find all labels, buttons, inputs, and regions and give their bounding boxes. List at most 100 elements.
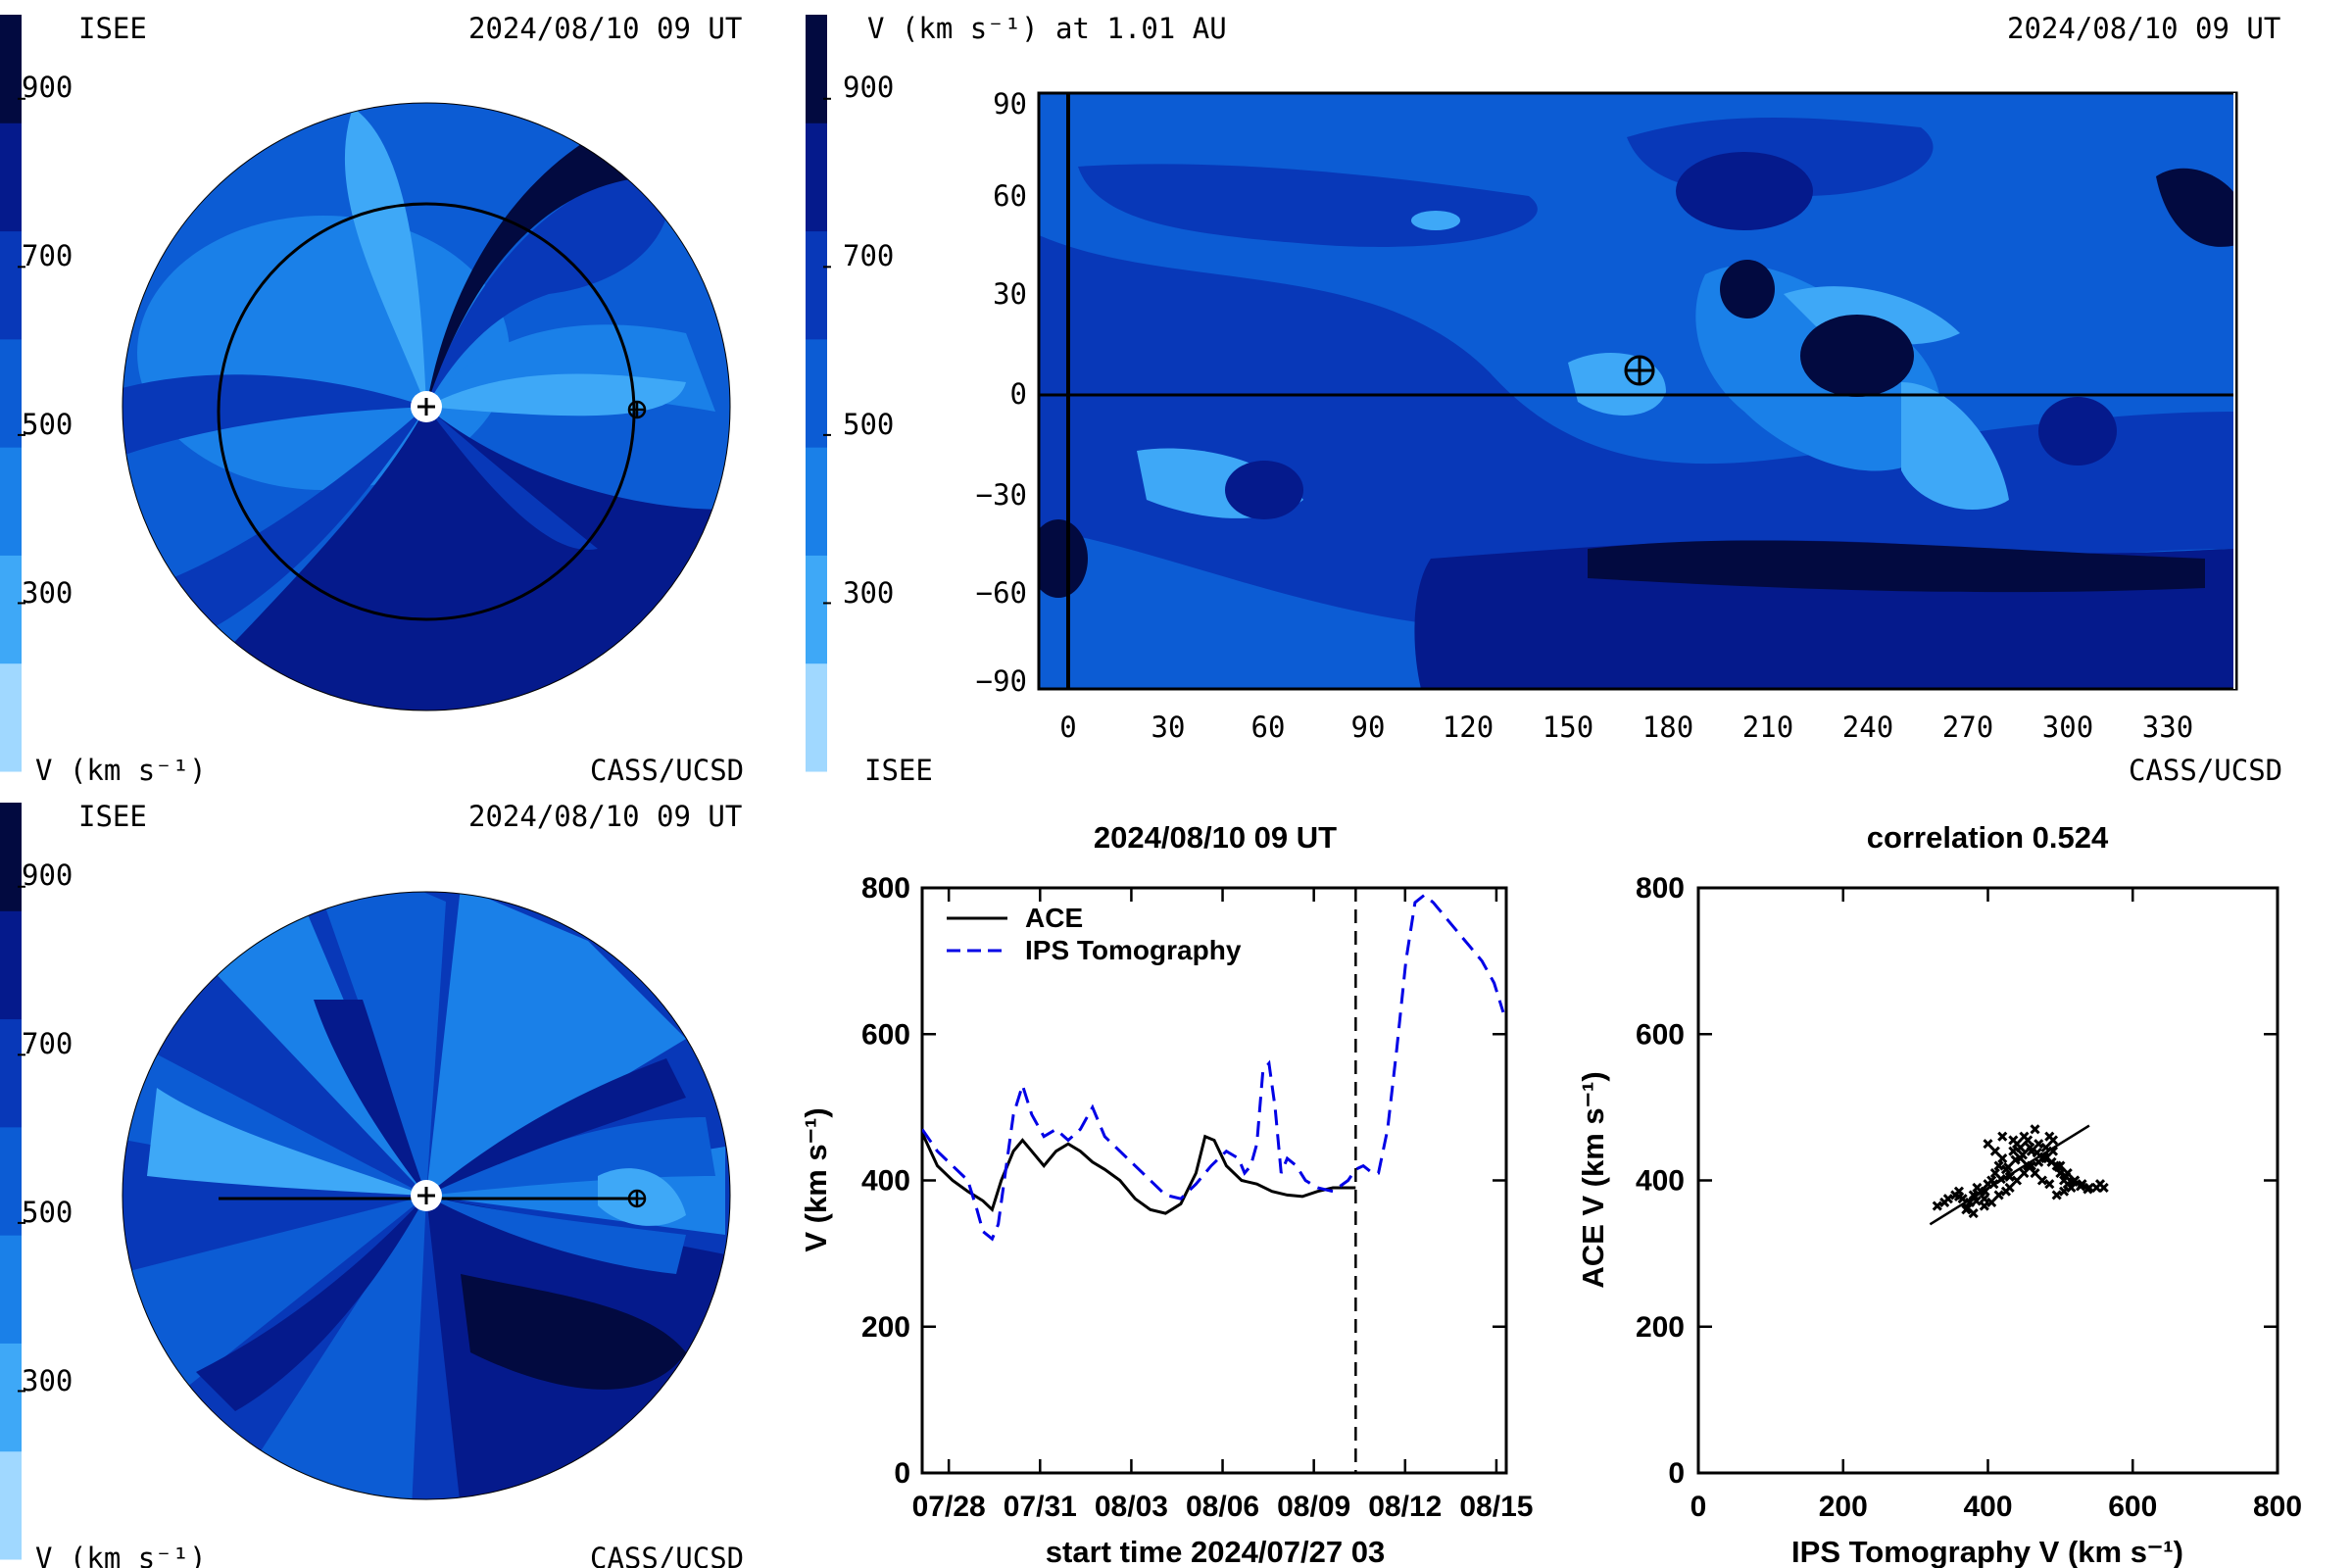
ips-tomography-series-line	[922, 893, 1505, 1242]
colorbar-segment	[0, 1450, 22, 1560]
scatter-point	[2015, 1142, 2026, 1152]
scatter-point	[1953, 1191, 1965, 1201]
colorbar-ecliptic	[0, 15, 25, 772]
colorbar-meridional	[0, 803, 25, 1560]
scatter-point	[2051, 1190, 2062, 1200]
scatter-plot-area	[1696, 886, 2279, 1475]
scatter-point	[2082, 1184, 2093, 1195]
scatter-point	[2025, 1142, 2035, 1152]
colorbar-tick-500: 500	[843, 408, 894, 441]
colorbar-segment	[0, 803, 22, 911]
y-tick-label: 600	[1636, 1018, 1685, 1051]
colorbar-unit-label: V (km s⁻¹)	[35, 754, 207, 787]
colorbar-segment	[0, 662, 22, 772]
credit-label: CASS/UCSD	[590, 754, 744, 787]
scatter-point	[1997, 1153, 2008, 1164]
scatter-point	[1986, 1197, 1997, 1207]
map-xtick-300: 300	[2042, 710, 2093, 744]
colorbar-ecliptic-ticks: 900 700 500 300	[22, 71, 73, 610]
colorbar-unit-label: V (km s⁻¹)	[35, 1542, 207, 1568]
scatter-point	[1962, 1202, 1973, 1213]
scatter-point	[2068, 1176, 2079, 1188]
x-tick-label: 08/12	[1368, 1491, 1442, 1523]
x-tick-label: 07/31	[1004, 1491, 1077, 1523]
ecliptic-velocity-disk	[122, 102, 731, 711]
colorbar-segment	[0, 1343, 22, 1452]
colorbar-segment	[0, 1126, 22, 1236]
map-xtick-270: 270	[1942, 710, 1993, 744]
x-tick-label: 0	[1690, 1491, 1707, 1523]
scatter-point	[2030, 1124, 2040, 1135]
scatter-point	[1993, 1190, 2004, 1200]
colorbar-segment	[806, 15, 827, 123]
colorbar-map-ticks: 900 700 500 300	[843, 71, 894, 610]
panel-timestamp: 2024/08/10 09 UT	[468, 800, 742, 833]
y-tick-label: 200	[1636, 1311, 1685, 1344]
scatter-x-ticks: 0 200 400 600 800	[1690, 888, 2302, 1523]
scatter-point	[2044, 1179, 2055, 1190]
scatter-point	[2004, 1182, 2015, 1194]
map-xtick-330: 330	[2142, 710, 2193, 744]
colorbar-segment	[806, 662, 827, 772]
colorbar-tick-300: 300	[843, 576, 894, 610]
scatter-point	[2075, 1181, 2086, 1192]
x-tick-label: 200	[1819, 1491, 1868, 1523]
scatter-point	[2053, 1162, 2064, 1173]
scatter-title: correlation 0.524	[1867, 820, 2109, 855]
timeseries-y-label: V (km s⁻¹)	[799, 1107, 833, 1251]
colorbar-segment	[0, 447, 22, 556]
colorbar-tick-300: 300	[22, 576, 73, 610]
timeseries-plot-area	[920, 886, 1508, 1475]
scatter-point	[1942, 1194, 1953, 1204]
colorbar-tick-900: 900	[22, 71, 73, 104]
map-right-credit: CASS/UCSD	[2129, 754, 2282, 787]
scatter-point	[1983, 1139, 1993, 1150]
colorbar-tick-500: 500	[22, 1196, 73, 1229]
y-tick-label: 0	[894, 1457, 910, 1490]
panel-timestamp: 2024/08/10 09 UT	[468, 12, 742, 45]
x-tick-label: 800	[2253, 1491, 2302, 1523]
fit-line	[1929, 1124, 2090, 1226]
map-xtick-210: 210	[1742, 710, 1793, 744]
scatter-point	[2008, 1146, 2019, 1156]
scatter-point	[2017, 1150, 2029, 1160]
scatter-point	[2036, 1175, 2047, 1186]
earth-marker	[627, 400, 647, 419]
y-tick-label: 200	[861, 1311, 910, 1344]
map-xtick-240: 240	[1842, 710, 1893, 744]
scatter-x-label: IPS Tomography V (km s⁻¹)	[1791, 1535, 2183, 1568]
sun-marker	[411, 391, 442, 422]
scatter-point	[1932, 1200, 1942, 1211]
earth-orbit	[217, 202, 636, 621]
colorbar-segment	[0, 1018, 22, 1128]
x-tick-label: 08/03	[1095, 1491, 1168, 1523]
map-ytick-m90: −90	[976, 664, 1027, 698]
colorbar-segment	[806, 447, 827, 556]
scatter-point	[2010, 1154, 2021, 1165]
x-tick-label: 400	[1963, 1491, 2012, 1523]
scatter-point	[1993, 1160, 2004, 1171]
colorbar-segment	[0, 230, 22, 340]
panel-left-label: ISEE	[78, 800, 147, 833]
scatter-point	[2046, 1156, 2057, 1167]
map-xtick-150: 150	[1543, 710, 1593, 744]
scatter-point	[2098, 1182, 2109, 1194]
scatter-y-label: ACE V (km s⁻¹)	[1576, 1071, 1610, 1288]
colorbar-segment	[0, 15, 22, 123]
timeseries-x-ticks: 07/28 07/31 08/03 08/06 08/09 08/12 08/15	[912, 888, 1533, 1523]
colorbar-segment	[0, 338, 22, 448]
colorbar-tick-500: 500	[22, 408, 73, 441]
scatter-point	[2030, 1167, 2040, 1179]
map-ytick-0: 0	[1010, 377, 1027, 411]
map-x-ticks: 0 30 60 90 120 150 180 210 240 270 300 3…	[1059, 710, 2193, 744]
map-xtick-90: 90	[1351, 710, 1386, 744]
timeseries-panel: 2024/08/10 09 UT 0 200 400 600 800 07/28 07/3…	[799, 820, 1533, 1568]
earth-marker	[627, 1189, 647, 1208]
y-tick-label: 600	[861, 1018, 910, 1051]
scatter-point	[2059, 1186, 2070, 1197]
timeseries-legend: ACE IPS Tomography	[947, 903, 1242, 965]
map-xtick-180: 180	[1642, 710, 1693, 744]
colorbar-tick-300: 300	[22, 1364, 73, 1397]
y-tick-label: 0	[1668, 1457, 1685, 1490]
